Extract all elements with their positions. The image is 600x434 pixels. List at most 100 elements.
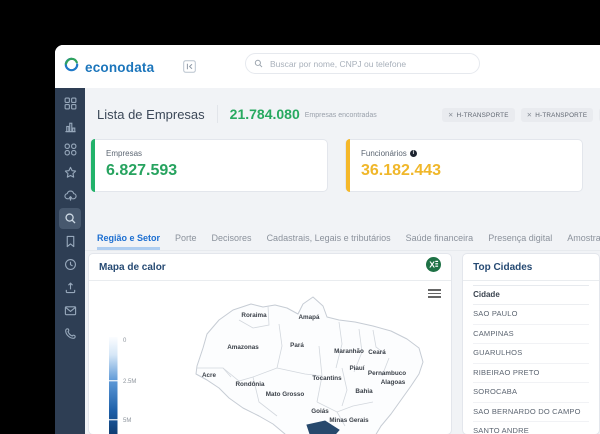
state-label: Tocantins xyxy=(312,375,342,382)
filter-chip-label: H-TRANSPORTE xyxy=(535,111,588,119)
city-row[interactable]: CAMPINAS xyxy=(473,325,589,344)
sidebar-item-history-clock[interactable] xyxy=(59,254,81,275)
state-sao-paulo-highlight[interactable] xyxy=(306,420,340,434)
stat-card-value: 6.827.593 xyxy=(106,162,178,179)
heatmap-panel: Mapa de calor X xyxy=(88,253,453,434)
filter-chip-label: H-TRANSPORTE xyxy=(456,111,509,119)
remove-filter-icon[interactable] xyxy=(527,111,533,119)
filter-chips: H-TRANSPORTEH-TRANSPORTEH-TRANSPORTE xyxy=(442,108,600,122)
cities-table: Cidade SAO PAULO CAMPINAS GUARULHOS RIBEIRA… xyxy=(463,281,599,434)
search-icon xyxy=(254,55,263,73)
city-row[interactable]: SANTO ANDRE xyxy=(473,422,589,434)
brand-logo[interactable]: econodata xyxy=(63,56,154,78)
brazil-heatmap[interactable]: 0 2.5M 5M Roraima Amapá Amazonas Pará Maranhão… xyxy=(89,281,451,434)
top-cities-title: Top Cidades xyxy=(473,261,533,273)
sidebar-item-dashboard-grid[interactable] xyxy=(59,93,81,114)
heatmap-legend-gradient xyxy=(109,337,118,434)
sidebar-item-apps-grid[interactable] xyxy=(59,139,81,160)
city-row[interactable]: SAO BERNARDO DO CAMPO xyxy=(473,403,589,422)
brazil-map-svg: 0 2.5M 5M Roraima Amapá Amazonas Pará Maranhão… xyxy=(109,296,424,434)
phone-icon xyxy=(64,327,77,340)
state-label: Piauí xyxy=(349,365,364,372)
state-label: Pernambuco xyxy=(368,370,406,377)
heatmap-title: Mapa de calor xyxy=(99,261,166,273)
state-label: Alagoas xyxy=(381,379,406,386)
tab-cadastrais-legais-e-tributarios[interactable]: Cadastrais, Legais e tributários xyxy=(266,233,391,243)
state-label: Mato Grosso xyxy=(266,391,305,398)
dashboard-grid-icon xyxy=(64,97,77,110)
remove-filter-icon[interactable] xyxy=(448,111,454,119)
top-cities-panel: Top Cidades Cidade SAO PAULO CAMPINAS GUAR… xyxy=(462,253,600,434)
history-clock-icon xyxy=(64,258,77,271)
state-labels: Roraima Amapá Amazonas Pará Maranhão Ceará Pia… xyxy=(202,312,406,424)
results-caption: Empresas encontradas xyxy=(304,112,377,119)
card-accent-bar xyxy=(346,139,350,192)
city-row[interactable]: GUARULHOS xyxy=(473,344,589,364)
city-row[interactable]: SAO PAULO xyxy=(473,305,589,325)
filter-chip[interactable]: H-TRANSPORTE xyxy=(520,108,594,122)
legend-tick-label: 0 xyxy=(123,338,127,344)
state-label: Minas Gerais xyxy=(329,417,369,424)
state-label: Amazonas xyxy=(227,344,259,351)
sidebar-item-export-upload[interactable] xyxy=(59,277,81,298)
divider xyxy=(216,105,218,123)
title-bar: Lista de Empresas 21.784.080 Empresas en… xyxy=(85,95,600,133)
mail-icon xyxy=(64,304,77,317)
brand-name: econodata xyxy=(85,59,155,75)
state-label: Ceará xyxy=(368,349,386,356)
tab-amostra-de-empresas[interactable]: Amostra de empresas xyxy=(567,233,600,243)
apps-grid-icon xyxy=(64,143,77,156)
stat-card-label: Funcionários xyxy=(361,149,582,158)
econodata-app-window: econodata Lista xyxy=(55,45,600,434)
results-count: 21.784.080 xyxy=(229,106,300,122)
cloud-upload-icon xyxy=(63,189,77,202)
state-label: Maranhão xyxy=(334,348,364,355)
city-row[interactable]: RIBEIRAO PRETO xyxy=(473,364,589,383)
collapse-sidebar-icon[interactable] xyxy=(183,60,196,73)
state-label: Roraima xyxy=(241,312,267,319)
city-row[interactable]: SOROCABA xyxy=(473,383,589,403)
sidebar-item-bar-chart[interactable] xyxy=(59,116,81,137)
excel-export-icon[interactable]: X xyxy=(426,257,442,277)
state-label: Pará xyxy=(290,342,304,349)
page-title: Lista de Empresas xyxy=(97,106,205,122)
sidebar-item-bookmark[interactable] xyxy=(59,231,81,252)
tab-decisores[interactable]: Decisores xyxy=(211,233,252,243)
stat-card-label: Empresas xyxy=(106,149,143,158)
legend-tick-label: 5M xyxy=(123,418,131,424)
filter-chip[interactable]: H-TRANSPORTE xyxy=(442,108,515,122)
stat-card-value: 36.182.443 xyxy=(361,162,442,179)
stat-cards-row: Empresas 6.827.593 Funcionários 36.182.4… xyxy=(85,133,600,192)
tab-saude-financeira[interactable]: Saúde financeira xyxy=(405,233,474,243)
sidebar-item-star[interactable] xyxy=(59,162,81,183)
svg-text:X: X xyxy=(429,260,435,270)
sidebar-item-search[interactable] xyxy=(59,208,81,229)
card-accent-bar xyxy=(91,139,95,192)
cities-table-body: SAO PAULO CAMPINAS GUARULHOS RIBEIRAO PRETO… xyxy=(473,305,589,434)
top-header: econodata xyxy=(55,45,600,88)
sidebar-item-phone[interactable] xyxy=(59,323,81,344)
tab-regiao-e-setor[interactable]: Região e Setor xyxy=(97,233,161,250)
bar-chart-icon xyxy=(64,120,77,133)
stat-card-funcionarios: Funcionários 36.182.443 xyxy=(345,139,583,192)
state-label: Bahia xyxy=(355,388,373,395)
stat-card-empresas: Empresas 6.827.593 xyxy=(90,139,328,192)
state-label: Goiás xyxy=(311,408,329,415)
legend-tick-label: 2.5M xyxy=(123,379,136,385)
sidebar-item-cloud-upload[interactable] xyxy=(59,185,81,206)
top-cities-header: Top Cidades xyxy=(463,254,599,281)
tab-presenca-digital[interactable]: Presença digital xyxy=(488,233,553,243)
sidebar-nav xyxy=(55,88,85,434)
search-input[interactable] xyxy=(268,57,471,70)
global-search xyxy=(245,53,480,74)
sidebar-item-mail[interactable] xyxy=(59,300,81,321)
panels-row: Mapa de calor X xyxy=(85,253,600,434)
export-upload-icon xyxy=(64,281,77,294)
state-label: Acre xyxy=(202,372,216,379)
info-icon[interactable] xyxy=(409,150,417,157)
tab-porte[interactable]: Porte xyxy=(175,233,197,243)
state-label: Amapá xyxy=(299,314,320,321)
chart-menu-icon[interactable] xyxy=(428,289,442,300)
heatmap-panel-header: Mapa de calor X xyxy=(89,254,452,281)
